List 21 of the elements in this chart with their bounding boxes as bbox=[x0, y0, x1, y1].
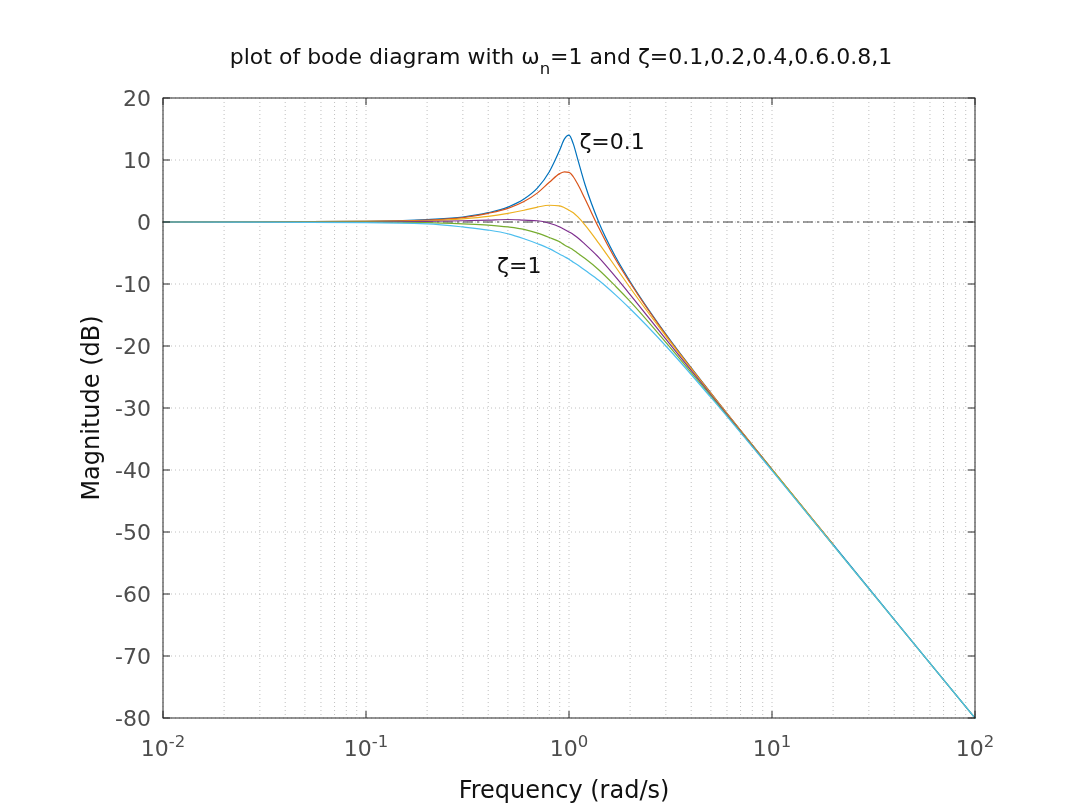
y-tick-label: -20 bbox=[115, 333, 151, 359]
y-tick-label: -80 bbox=[115, 705, 151, 731]
x-tick-label: 10$^{0}$ bbox=[549, 731, 589, 761]
chart-title: plot of bode diagram with ω$_{n}$=1 and ζ=0.1,0.2,0.4,0.6.0.8,1 bbox=[229, 44, 893, 78]
x-tick-label: 10$^{1}$ bbox=[752, 731, 792, 761]
y-tick-label: 0 bbox=[137, 209, 151, 235]
y-tick-label: -40 bbox=[115, 457, 151, 483]
annotation: ζ=0.1 bbox=[579, 129, 645, 155]
x-tick-label: 10$^{-1}$ bbox=[343, 731, 389, 761]
y-tick-label: -50 bbox=[115, 519, 151, 545]
y-axis-title: Magnitude (dB) bbox=[77, 315, 105, 501]
y-tick-label: -30 bbox=[115, 395, 151, 421]
x-axis-title: Frequency (rad/s) bbox=[458, 776, 670, 804]
x-tick-label: 10$^{-2}$ bbox=[140, 731, 186, 761]
y-tick-label: 10 bbox=[123, 147, 151, 173]
annotation: ζ=1 bbox=[497, 252, 542, 278]
y-tick-label: -70 bbox=[115, 643, 151, 669]
x-tick-label: 10$^{2}$ bbox=[955, 731, 995, 761]
y-tick-label: -10 bbox=[115, 271, 151, 297]
y-tick-label: -60 bbox=[115, 581, 151, 607]
y-tick-label: 20 bbox=[123, 85, 151, 111]
